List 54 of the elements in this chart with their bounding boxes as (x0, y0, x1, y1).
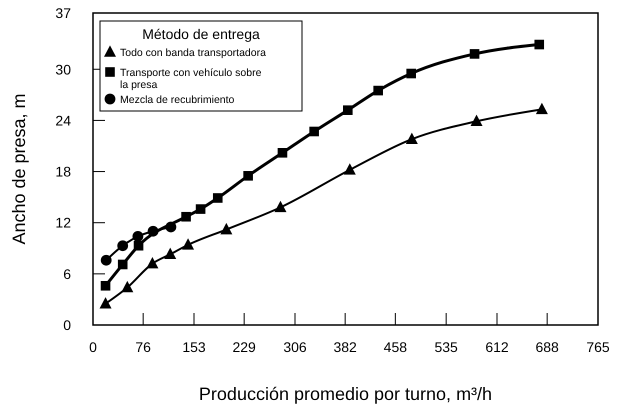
y-tick-label: 12 (55, 214, 72, 231)
point (534, 40, 544, 50)
x-tick-label: 612 (485, 339, 509, 355)
x-tick-label: 153 (182, 339, 206, 355)
y-tick-label: 37 (55, 5, 72, 21)
x-tick-label: 765 (586, 339, 610, 355)
x-tick-label: 458 (384, 339, 408, 355)
legend-label: Transporte con vehículo sobre la presa (120, 67, 262, 91)
x-tick-label: 382 (333, 339, 358, 355)
y-axis-title: Ancho de presa, m (9, 93, 29, 245)
legend-label: Todo con banda transportadora (120, 47, 266, 59)
point (100, 297, 112, 308)
point (164, 248, 176, 260)
point (117, 240, 128, 252)
y-tick-label: 24 (55, 112, 72, 128)
y-tick-label: 6 (63, 266, 72, 282)
point (134, 240, 144, 251)
point (274, 200, 286, 212)
point (470, 49, 480, 59)
point (165, 222, 176, 232)
x-tick-label: 0 (89, 339, 98, 355)
x-axis-title: Producción promedio por turno, m³/h (198, 384, 492, 404)
point (182, 238, 194, 250)
point (343, 105, 353, 115)
point (470, 114, 483, 126)
point (132, 230, 144, 242)
point (148, 226, 158, 237)
point (121, 280, 134, 292)
x-tick-label: 535 (434, 339, 458, 355)
point (406, 68, 416, 78)
x-tick-label: 76 (135, 339, 152, 355)
point (146, 257, 158, 268)
point (100, 254, 112, 266)
y-tick-label: 0 (63, 317, 72, 333)
point (344, 163, 356, 175)
y-tick-label: 18 (55, 164, 72, 180)
x-tick-label: 229 (232, 339, 256, 355)
point (278, 148, 288, 158)
x-tick-label: 306 (283, 339, 307, 355)
point (243, 171, 253, 181)
point (373, 86, 383, 96)
point (220, 222, 232, 234)
point (181, 212, 191, 222)
y-tick-label: 30 (55, 61, 72, 78)
point (118, 260, 128, 270)
point (196, 204, 206, 214)
point (309, 126, 319, 136)
point (406, 132, 418, 144)
legend-label: Mezcla de recubrimiento (120, 94, 235, 106)
x-tick-label: 688 (535, 339, 560, 355)
point (536, 102, 548, 114)
point (212, 193, 223, 203)
legend-title: Método de entrega (142, 26, 260, 42)
point (100, 280, 110, 291)
